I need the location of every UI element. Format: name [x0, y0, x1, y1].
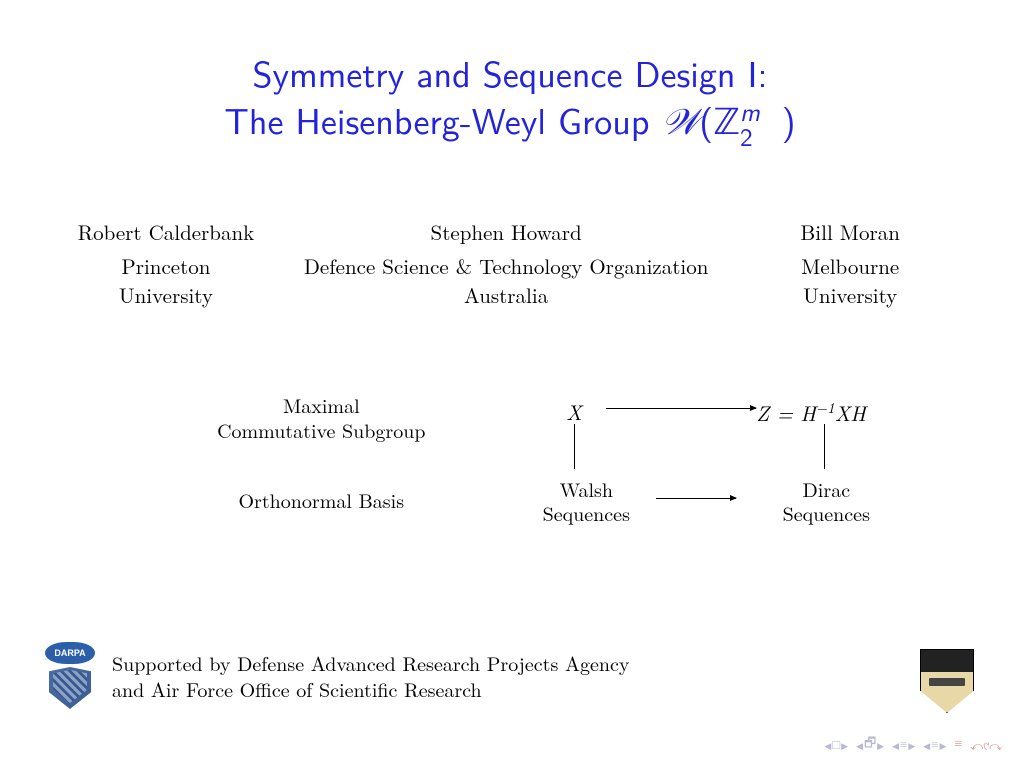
author-affiliation: Defence Science & Technology Organizatio… — [266, 249, 747, 312]
commutative-diagram: MaximalCommutative Subgroup Orthonormal … — [66, 392, 953, 532]
arrow-icon — [656, 498, 736, 499]
diagram-row-label: MaximalCommutative Subgroup — [196, 392, 446, 442]
arrow-icon — [606, 408, 756, 409]
nav-subsection-icon[interactable]: ◀🗗▶ — [856, 734, 884, 756]
math-bb-z: ℤ — [713, 102, 740, 142]
princeton-logo — [920, 649, 975, 714]
nav-frame-icon[interactable]: ◀□▶ — [824, 737, 848, 753]
beamer-nav-bar: ◀□▶ ◀🗗▶ ◀≡▶ ◀≡▶ ≡ ↶୯↷ — [824, 734, 1002, 756]
diagram-node-walsh: Walsh Sequences — [526, 477, 646, 525]
nav-slide-indicator-icon[interactable]: ≡ — [954, 737, 962, 753]
authors-table: Robert Calderbank Stephen Howard Bill Mo… — [66, 215, 953, 312]
author-name: Bill Moran — [747, 215, 954, 249]
footer-logos-left: DARPA — [45, 642, 100, 709]
diagram-row-label: Orthonormal Basis — [196, 487, 446, 512]
author-affiliation: Melbourne University — [747, 249, 954, 312]
table-row: Princeton University Defence Science & T… — [66, 249, 953, 312]
diagram-node-dirac: Dirac Sequences — [766, 477, 886, 525]
math-script-w: 𝒲 — [661, 102, 699, 142]
afosr-shield-icon — [49, 667, 91, 709]
line-icon — [574, 424, 575, 469]
line-icon — [824, 424, 825, 469]
nav-back-search-icon[interactable]: ↶୯↷ — [970, 736, 1002, 754]
author-name: Stephen Howard — [266, 215, 747, 249]
author-name: Robert Calderbank — [66, 215, 265, 249]
title-line-2: The Heisenberg-Weyl Group 𝒲(ℤm2) — [0, 95, 1020, 145]
author-affiliation: Princeton University — [66, 249, 265, 312]
funding-text: Supported by Defense Advanced Research P… — [112, 650, 629, 702]
princeton-shield-icon — [920, 649, 974, 713]
table-row: Robert Calderbank Stephen Howard Bill Mo… — [66, 215, 953, 249]
slide: Symmetry and Sequence Design I: The Heis… — [0, 0, 1020, 764]
diagram-node-x: X — [566, 397, 582, 427]
funding-footer: DARPA Supported by Defense Advanced Rese… — [45, 642, 975, 709]
slide-title: Symmetry and Sequence Design I: The Heis… — [0, 0, 1020, 145]
title-line-1: Symmetry and Sequence Design I: — [0, 50, 1020, 95]
nav-section-icon[interactable]: ◀≡▶ — [892, 737, 915, 753]
nav-section-icon[interactable]: ◀≡▶ — [923, 737, 946, 753]
darpa-logo-icon: DARPA — [45, 642, 95, 664]
diagram-node-z: Z = H−1XH — [756, 397, 866, 428]
